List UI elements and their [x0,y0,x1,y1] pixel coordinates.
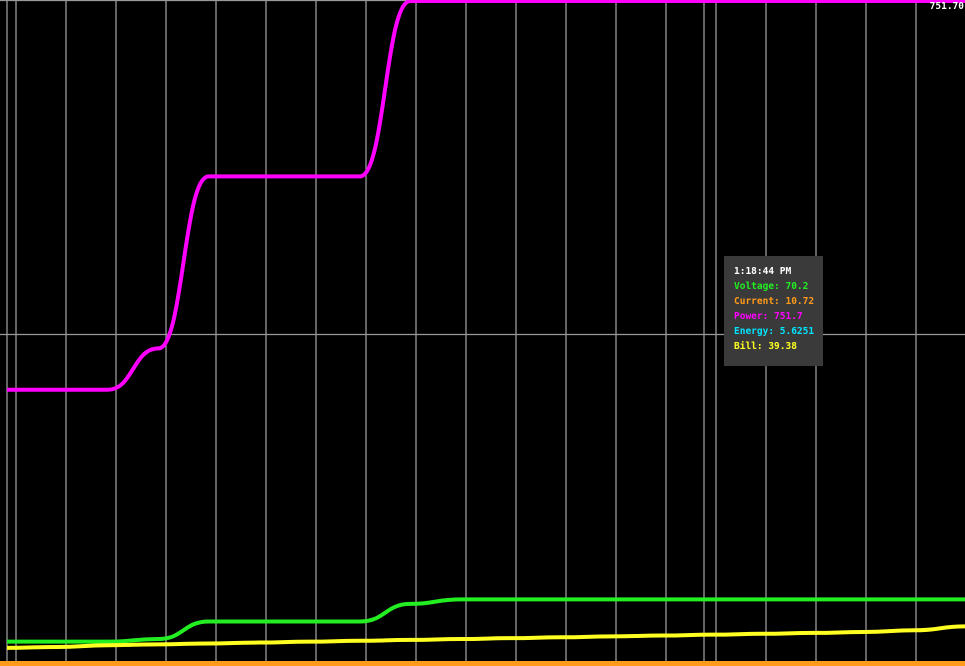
data-tooltip: 1:18:44 PM Voltage: 70.2 Current: 10.72 … [724,256,823,366]
series-line-voltage [7,597,965,644]
tooltip-energy: Energy: 5.6251 [734,326,815,337]
tooltip-bill: Bill: 39.38 [734,341,797,352]
series-line-power [7,0,965,392]
series-line-bill [6,624,965,650]
tooltip-voltage: Voltage: 70.2 [734,281,809,292]
series-lines [6,0,965,650]
bottom-axis-bar [0,661,965,666]
tooltip-time: 1:18:44 PM [734,266,792,277]
tooltip-power: Power: 751.7 [734,311,803,322]
tooltip-current: Current: 10.72 [734,296,815,307]
max-value-label: 751.70 [929,1,964,12]
